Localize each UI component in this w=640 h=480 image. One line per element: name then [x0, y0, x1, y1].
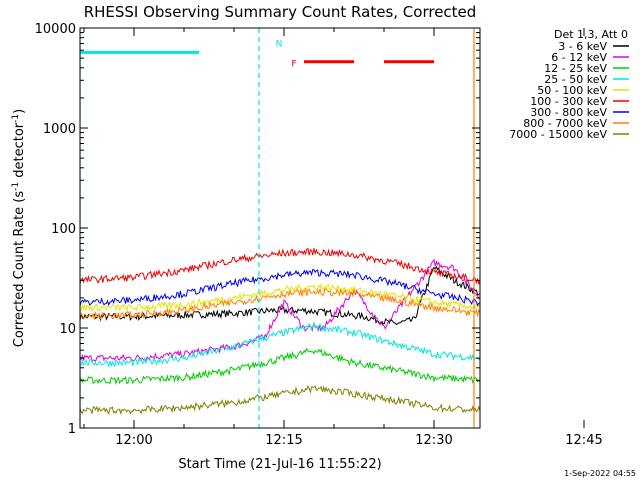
legend-label-6: 100 - 300 keV [530, 95, 607, 108]
legend-label-5: 50 - 100 keV [537, 84, 607, 97]
y-axis-label-sup2: -1 [11, 114, 21, 123]
legend-label-8: 800 - 7000 keV [523, 117, 607, 130]
legend-label-4: 25 - 50 keV [544, 73, 607, 86]
y-tick-label: 1000 [43, 122, 76, 137]
plot-frame [79, 27, 481, 429]
x-tick-label: 12:45 [565, 433, 602, 448]
x-tick-label: 12:15 [265, 433, 302, 448]
series-line-4-segment-1 [80, 320, 480, 368]
y-axis-label-end: ) [12, 109, 27, 114]
legend-label-3: 12 - 25 keV [544, 62, 607, 75]
y-axis-label-mid: detector [12, 122, 27, 182]
flag-N-label: N [276, 39, 283, 49]
axes-layer: 12:0012:1512:3012:4513:0013:1513:3011010… [35, 22, 603, 448]
legend-header: Det 1,3, Att 0 [554, 28, 628, 41]
y-axis-label: Corrected Count Rate (s-1 detector-1) [11, 109, 27, 347]
y-tick-label: 10000 [35, 22, 76, 37]
series-line-2-segment-1 [80, 258, 480, 363]
legend-label-7: 300 - 800 keV [530, 106, 607, 119]
flag-F-label: F [291, 60, 296, 70]
flag-S-label: S [496, 33, 502, 43]
y-tick-label: 1 [68, 422, 76, 437]
series-line-6-segment-1 [80, 247, 480, 286]
legend-label-9: 7000 - 15000 keV [509, 128, 607, 141]
series-line-9-segment-1 [80, 384, 480, 416]
legend-label-2: 6 - 12 keV [551, 51, 607, 64]
chart-title: RHESSI Observing Summary Count Rates, Co… [84, 3, 477, 21]
x-tick-label: 12:00 [115, 433, 152, 448]
legend-label-1: 3 - 6 keV [558, 40, 607, 53]
y-axis-label-main: Corrected Count Rate (s [12, 191, 27, 348]
y-axis-label-sup: -1 [11, 182, 21, 191]
x-axis-label: Start Time (21-Jul-16 11:55:22) [178, 457, 381, 472]
y-tick-label: 100 [51, 222, 76, 237]
x-tick-label: 12:30 [415, 433, 452, 448]
y-tick-label: 10 [59, 322, 76, 337]
generation-timestamp: 1-Sep-2022 04:55 [564, 469, 636, 478]
series-line-3-segment-1 [80, 347, 480, 386]
series-layer [80, 247, 480, 416]
series-line-8-segment-1 [80, 287, 480, 321]
series-line-7-segment-1 [80, 268, 480, 307]
